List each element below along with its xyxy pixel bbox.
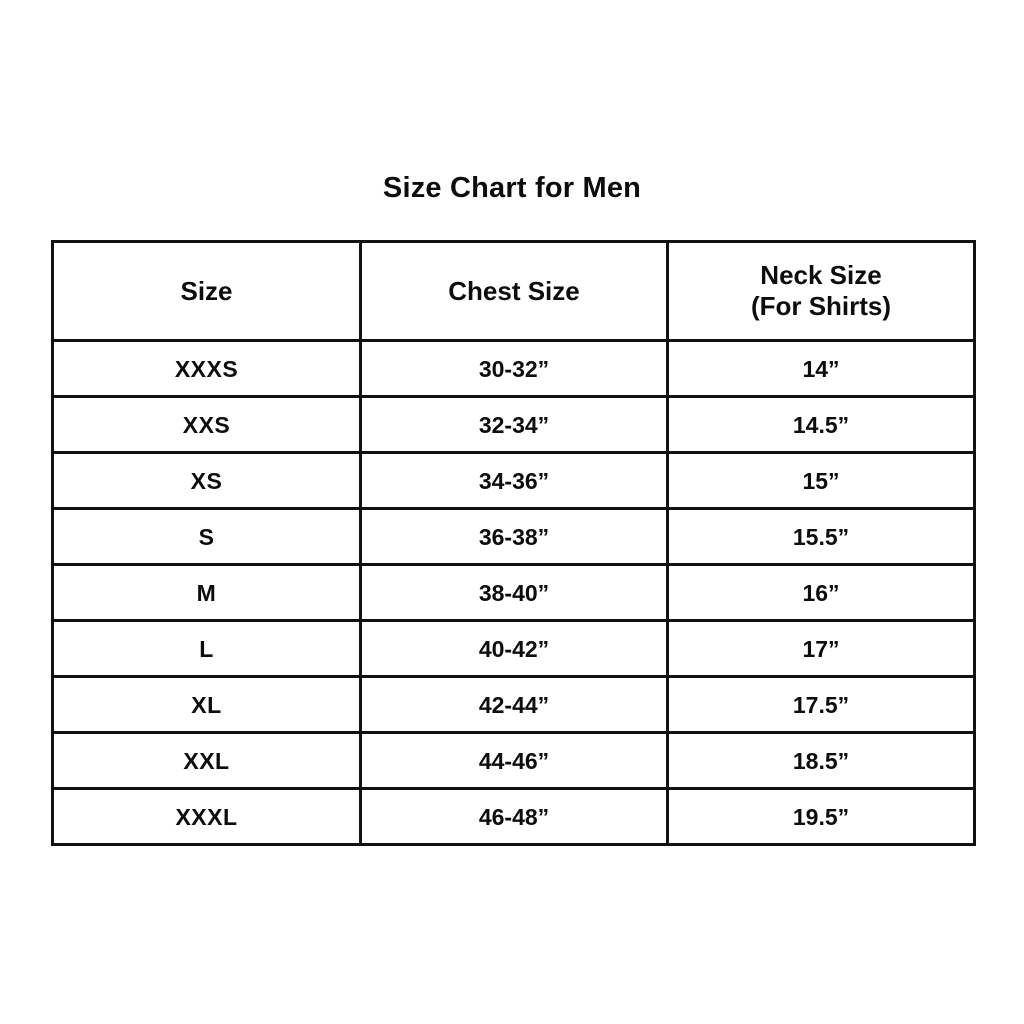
size-chart-table: Size Chest Size Neck Size (For Shirts) X… bbox=[51, 240, 976, 846]
cell-size: M bbox=[51, 563, 362, 622]
table-row: M 38-40” 16” bbox=[51, 563, 976, 622]
cell-neck-size: 16” bbox=[666, 563, 976, 622]
cell-neck-size: 14.5” bbox=[666, 395, 976, 454]
table-body: XXXS 30-32” 14” XXS 32-34” 14.5” XS 34-3… bbox=[51, 339, 976, 846]
cell-chest-size: 36-38” bbox=[359, 507, 669, 566]
page-title: Size Chart for Men bbox=[382, 172, 642, 204]
column-header-neck-size: Neck Size (For Shirts) bbox=[666, 240, 976, 342]
cell-neck-size: 19.5” bbox=[666, 787, 976, 846]
cell-size: XS bbox=[51, 451, 362, 510]
table-row: XS 34-36” 15” bbox=[51, 451, 976, 510]
table-header: Size Chest Size Neck Size (For Shirts) bbox=[51, 240, 976, 342]
table-row: S 36-38” 15.5” bbox=[51, 507, 976, 566]
cell-size: XXXS bbox=[51, 339, 362, 398]
cell-size: XL bbox=[51, 675, 362, 734]
cell-chest-size: 42-44” bbox=[359, 675, 669, 734]
column-header-chest-size: Chest Size bbox=[359, 240, 669, 342]
table-row: XL 42-44” 17.5” bbox=[51, 675, 976, 734]
cell-chest-size: 32-34” bbox=[359, 395, 669, 454]
cell-neck-size: 17.5” bbox=[666, 675, 976, 734]
table-row: XXS 32-34” 14.5” bbox=[51, 395, 976, 454]
cell-chest-size: 38-40” bbox=[359, 563, 669, 622]
column-header-size: Size bbox=[51, 240, 362, 342]
column-header-neck-size-line2: (For Shirts) bbox=[750, 291, 892, 321]
cell-size: XXL bbox=[51, 731, 362, 790]
cell-chest-size: 46-48” bbox=[359, 787, 669, 846]
cell-chest-size: 40-42” bbox=[359, 619, 669, 678]
table-row: L 40-42” 17” bbox=[51, 619, 976, 678]
cell-neck-size: 14” bbox=[666, 339, 976, 398]
cell-chest-size: 44-46” bbox=[359, 731, 669, 790]
table-row: XXXS 30-32” 14” bbox=[51, 339, 976, 398]
cell-chest-size: 34-36” bbox=[359, 451, 669, 510]
column-header-neck-size-line1: Neck Size bbox=[760, 260, 882, 290]
cell-chest-size: 30-32” bbox=[359, 339, 669, 398]
cell-size: XXS bbox=[51, 395, 362, 454]
cell-size: XXXL bbox=[51, 787, 362, 846]
table-row: XXXL 46-48” 19.5” bbox=[51, 787, 976, 846]
size-table-container: Size Chest Size Neck Size (For Shirts) X… bbox=[51, 240, 976, 846]
header-row: Size Chest Size Neck Size (For Shirts) bbox=[51, 240, 976, 342]
cell-size: S bbox=[51, 507, 362, 566]
cell-neck-size: 17” bbox=[666, 619, 976, 678]
cell-neck-size: 18.5” bbox=[666, 731, 976, 790]
cell-neck-size: 15.5” bbox=[666, 507, 976, 566]
cell-neck-size: 15” bbox=[666, 451, 976, 510]
cell-size: L bbox=[51, 619, 362, 678]
table-row: XXL 44-46” 18.5” bbox=[51, 731, 976, 790]
